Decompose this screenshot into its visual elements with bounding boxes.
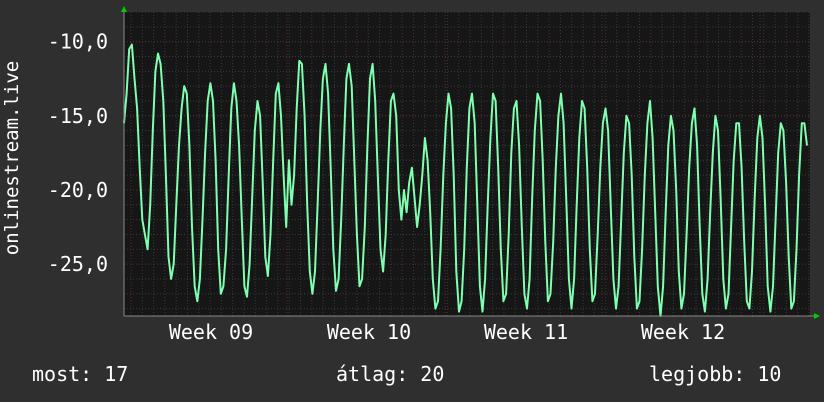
y-tick-label: -25,0 <box>48 252 108 276</box>
y-axis-label-text: onlinestream.live <box>1 60 23 256</box>
average-value-stat: átlag: 20 <box>336 362 445 386</box>
x-tick-label: Week 10 <box>327 320 411 344</box>
y-tick-label: -20,0 <box>48 178 108 202</box>
x-tick-label: Week 12 <box>641 320 725 344</box>
x-tick-label: Week 09 <box>169 320 253 344</box>
series-line <box>123 43 808 317</box>
y-tick-label: -10,0 <box>48 30 108 54</box>
x-tick-label: Week 11 <box>484 320 568 344</box>
y-axis-arrow <box>121 6 127 12</box>
y-axis-label: onlinestream.live <box>0 0 24 316</box>
y-tick-label: -15,0 <box>48 104 108 128</box>
current-value-stat: most: 17 <box>32 362 129 386</box>
x-axis-arrow <box>814 313 820 319</box>
best-value-stat: legjobb: 10 <box>649 362 782 386</box>
line-chart: -10,0 -15,0 -20,0 -25,0 Week 09 Week 10 Week 1… <box>48 6 820 344</box>
